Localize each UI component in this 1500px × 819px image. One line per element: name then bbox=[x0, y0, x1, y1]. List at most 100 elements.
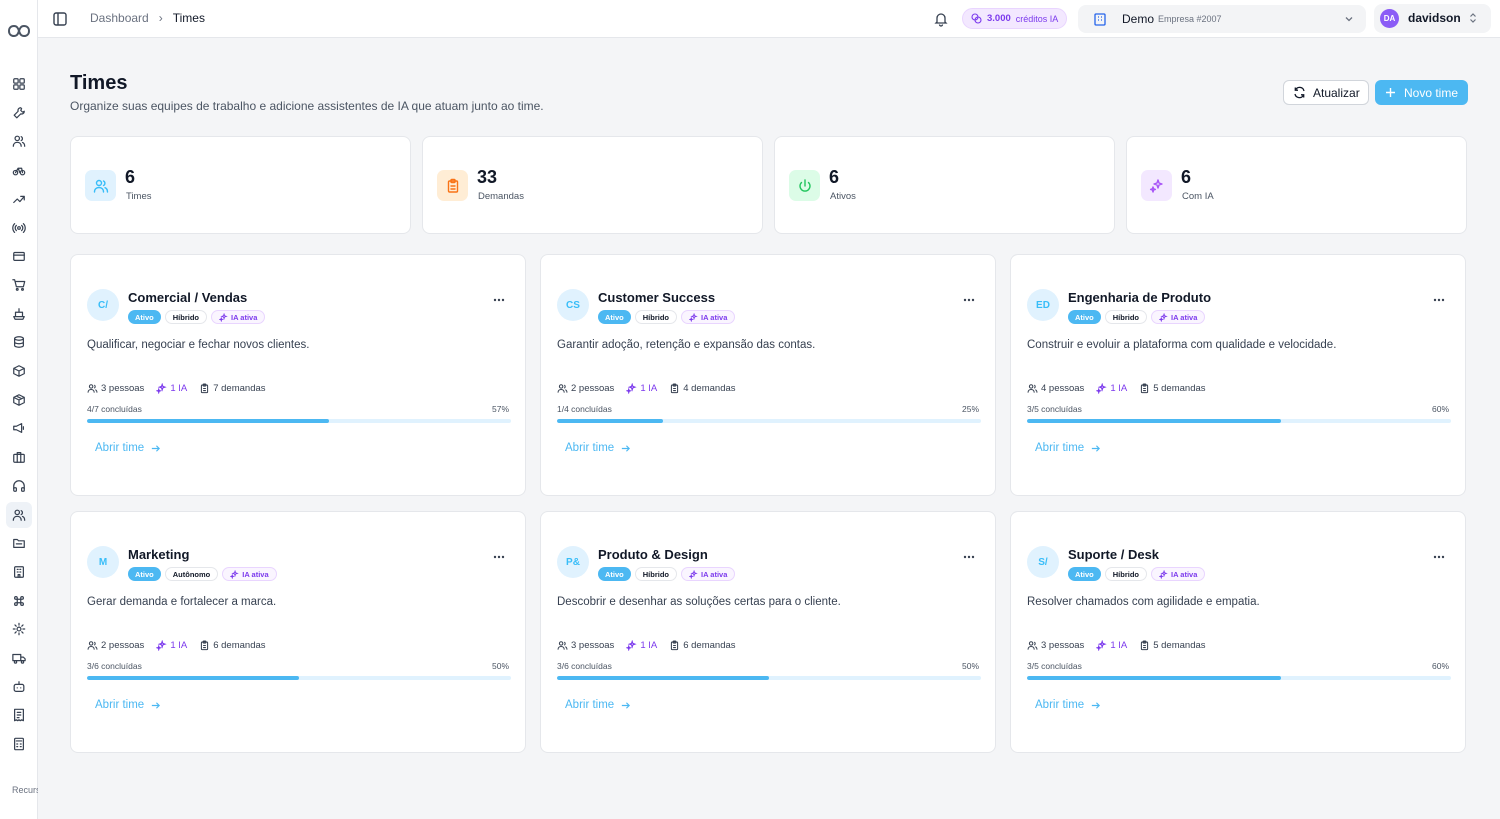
stat-label: Ativos bbox=[830, 191, 856, 202]
sidebar-package-icon[interactable] bbox=[11, 392, 27, 408]
credits-badge[interactable]: 3.000 créditos IA bbox=[962, 8, 1068, 29]
sidebar-megaphone-icon[interactable] bbox=[11, 420, 27, 436]
sidebar-wrench-icon[interactable] bbox=[11, 105, 27, 121]
bell-icon[interactable] bbox=[933, 11, 949, 27]
team-card[interactable]: S/Suporte / Desk Ativo Híbrido IA ativa Reso… bbox=[1010, 511, 1466, 753]
ai-badge: IA ativa bbox=[681, 567, 736, 581]
credits-label: créditos IA bbox=[1015, 13, 1059, 24]
progress-fill bbox=[87, 419, 329, 423]
new-team-button[interactable]: Novo time bbox=[1375, 80, 1468, 105]
sparkles-icon bbox=[1159, 312, 1168, 322]
chevrons-updown-icon bbox=[1467, 12, 1479, 24]
team-ia: 1 IA bbox=[156, 383, 187, 394]
clipboard-icon bbox=[199, 383, 210, 394]
open-team-link[interactable]: Abrir time bbox=[95, 699, 161, 711]
sidebar-users-icon[interactable] bbox=[11, 133, 27, 149]
sidebar-briefcase-icon[interactable] bbox=[11, 449, 27, 465]
company-selector[interactable]: Demo Empresa #2007 bbox=[1078, 5, 1366, 33]
logo-icon[interactable] bbox=[6, 22, 32, 40]
sidebar-toggle-icon[interactable] bbox=[53, 12, 67, 26]
more-icon[interactable] bbox=[492, 552, 506, 562]
sidebar-building-icon[interactable] bbox=[11, 564, 27, 580]
open-team-label: Abrir time bbox=[565, 442, 615, 454]
open-team-link[interactable]: Abrir time bbox=[1035, 699, 1101, 711]
more-icon[interactable] bbox=[962, 295, 976, 305]
sidebar-command-icon[interactable] bbox=[11, 593, 27, 609]
sidebar-bot-icon[interactable] bbox=[11, 679, 27, 695]
progress-bar bbox=[87, 419, 511, 423]
sidebar-database-icon[interactable] bbox=[11, 334, 27, 350]
plus-icon bbox=[1385, 87, 1396, 98]
team-card[interactable]: ED Engenharia de Produto Ativo Híbrido IA at… bbox=[1010, 254, 1466, 496]
mode-badge: Híbrido bbox=[1104, 310, 1147, 324]
sidebar-team-icon[interactable] bbox=[6, 501, 32, 528]
team-card[interactable]: C/Comercial / Vendas Ativo Híbrido IA ativa… bbox=[70, 254, 526, 496]
open-team-link[interactable]: Abrir time bbox=[1035, 442, 1101, 454]
arrow-right-icon bbox=[150, 443, 161, 454]
sidebar-settings-icon[interactable] bbox=[11, 621, 27, 637]
more-icon[interactable] bbox=[492, 295, 506, 305]
sidebar-cart-icon[interactable] bbox=[11, 277, 27, 293]
open-team-label: Abrir time bbox=[95, 442, 145, 454]
ai-badge-label: IA ativa bbox=[1171, 312, 1198, 322]
team-name: Produto & Design bbox=[598, 547, 708, 562]
sidebar-folder-icon[interactable] bbox=[11, 535, 27, 551]
sidebar-footer[interactable]: Recursos avançados bbox=[12, 785, 38, 795]
company-sub: Empresa #2007 bbox=[1158, 14, 1222, 24]
sidebar-receipt-icon[interactable] bbox=[11, 707, 27, 723]
demands-count: 5 demandas bbox=[1153, 640, 1206, 651]
more-icon[interactable] bbox=[962, 552, 976, 562]
users-icon bbox=[1027, 383, 1038, 394]
progress-done: 1/4 concluídas bbox=[557, 404, 612, 414]
arrow-right-icon bbox=[1090, 443, 1101, 454]
mode-badge: Autônomo bbox=[164, 567, 219, 581]
breadcrumb-home[interactable]: Dashboard bbox=[90, 11, 149, 25]
refresh-button[interactable]: Atualizar bbox=[1283, 80, 1369, 105]
team-ia: 1 IA bbox=[626, 383, 657, 394]
team-card[interactable]: P& Produto & Design Ativo Híbrido IA ativa De… bbox=[540, 511, 996, 753]
topbar: Dashboard › Times 3.000 créditos IA Demo… bbox=[38, 0, 1500, 38]
user-name: davidson bbox=[1408, 11, 1461, 25]
team-card[interactable]: M Marketing Ativo Autônomo IA ativa Gerar dem… bbox=[70, 511, 526, 753]
progress-bar bbox=[87, 676, 511, 680]
sidebar-grid-icon[interactable] bbox=[11, 76, 27, 92]
open-team-label: Abrir time bbox=[565, 699, 615, 711]
refresh-icon bbox=[1293, 86, 1306, 99]
sidebar-ship-icon[interactable] bbox=[11, 306, 27, 322]
sidebar-headphones-icon[interactable] bbox=[11, 478, 27, 494]
team-meta: 3 pessoas 1 IA 5 demandas bbox=[1027, 640, 1206, 651]
open-team-link[interactable]: Abrir time bbox=[565, 442, 631, 454]
user-menu[interactable]: DA davidson bbox=[1374, 4, 1491, 33]
sidebar-trending-icon[interactable] bbox=[11, 191, 27, 207]
more-icon[interactable] bbox=[1432, 295, 1446, 305]
users-icon bbox=[87, 640, 98, 651]
team-people: 2 pessoas bbox=[557, 383, 614, 394]
sparkles-icon bbox=[689, 569, 698, 579]
ai-badge-label: IA ativa bbox=[242, 569, 269, 579]
sparkles-icon bbox=[230, 569, 239, 579]
ai-badge: IA ativa bbox=[1151, 310, 1206, 324]
open-team-link[interactable]: Abrir time bbox=[565, 699, 631, 711]
sidebar-card-icon[interactable] bbox=[11, 248, 27, 264]
sidebar-box-icon[interactable] bbox=[11, 363, 27, 379]
users-icon bbox=[85, 170, 116, 201]
more-icon[interactable] bbox=[1432, 552, 1446, 562]
team-ia: 1 IA bbox=[156, 640, 187, 651]
progress-fill bbox=[557, 419, 663, 423]
sidebar-truck-icon[interactable] bbox=[11, 650, 27, 666]
progress-percent: 60% bbox=[1431, 661, 1449, 671]
sidebar-bike-icon[interactable] bbox=[11, 162, 27, 178]
demands-count: 7 demandas bbox=[213, 383, 266, 394]
sidebar-calculator-icon[interactable] bbox=[11, 736, 27, 752]
sparkles-icon bbox=[626, 383, 637, 394]
avatar: DA bbox=[1380, 9, 1399, 28]
progress-bar bbox=[1027, 676, 1451, 680]
ai-badge-label: IA ativa bbox=[1171, 569, 1198, 579]
team-card[interactable]: CS Customer Success Ativo Híbrido IA ativa Ga… bbox=[540, 254, 996, 496]
sidebar-radio-icon[interactable] bbox=[11, 220, 27, 236]
progress-percent: 57% bbox=[491, 404, 509, 414]
team-avatar: S/ bbox=[1027, 546, 1059, 578]
open-team-link[interactable]: Abrir time bbox=[95, 442, 161, 454]
team-name: Customer Success bbox=[598, 290, 716, 305]
ia-count: 1 IA bbox=[170, 383, 188, 394]
